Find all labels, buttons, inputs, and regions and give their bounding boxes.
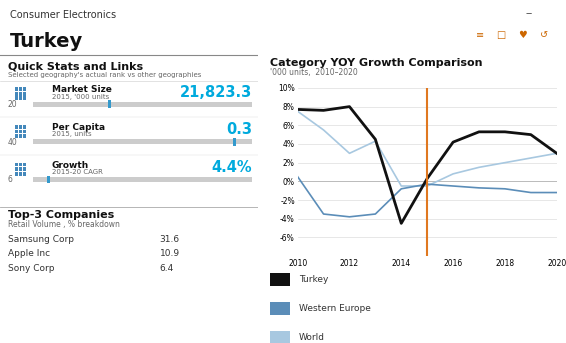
Text: 2015-20 CAGR: 2015-20 CAGR [52, 169, 102, 175]
Text: Samsung Corp: Samsung Corp [8, 235, 74, 244]
Text: Turkey: Turkey [10, 32, 84, 51]
Bar [19, 96, 22, 100]
Bar [23, 96, 27, 100]
Text: 2015, units: 2015, units [52, 131, 91, 137]
Bar [15, 96, 18, 100]
Bar [19, 167, 22, 171]
Bar [33, 102, 252, 107]
Bar [15, 167, 18, 171]
Bar [19, 87, 22, 91]
Text: 4.4%: 4.4% [212, 160, 252, 175]
Bar [33, 177, 252, 182]
Bar [23, 125, 27, 129]
Text: 0.3: 0.3 [226, 122, 252, 138]
Text: Growth: Growth [52, 161, 89, 170]
Text: ♥: ♥ [518, 29, 527, 39]
Bar [108, 100, 112, 108]
Bar [270, 303, 290, 316]
Text: Apple Inc: Apple Inc [8, 249, 50, 258]
Text: ↺: ↺ [541, 29, 548, 39]
Text: Quick Stats and Links: Quick Stats and Links [8, 61, 143, 71]
Bar [23, 172, 27, 176]
Bar [33, 139, 252, 144]
Bar [47, 176, 50, 183]
Text: World: World [299, 333, 325, 342]
Bar [23, 87, 27, 91]
Text: Market Size: Market Size [52, 85, 112, 94]
Text: Turkey: Turkey [299, 275, 328, 284]
Text: 6.4: 6.4 [160, 264, 174, 273]
Text: 40: 40 [8, 138, 18, 147]
Text: '000 units,  2010–2020: '000 units, 2010–2020 [270, 68, 358, 76]
Bar [15, 134, 18, 138]
Text: Western Europe: Western Europe [299, 304, 371, 313]
Bar [23, 167, 27, 171]
Bar [23, 134, 27, 138]
Bar [233, 138, 236, 146]
Text: Consumer Electronics: Consumer Electronics [10, 10, 117, 20]
Bar [19, 134, 22, 138]
Text: Selected geography's actual rank vs other geographies: Selected geography's actual rank vs othe… [8, 72, 201, 78]
Bar [23, 163, 27, 166]
Text: 20: 20 [8, 100, 18, 109]
Text: 31.6: 31.6 [160, 235, 180, 244]
Bar [15, 172, 18, 176]
Text: 6: 6 [8, 175, 12, 184]
Bar [15, 125, 18, 129]
Text: Category YOY Growth Comparison: Category YOY Growth Comparison [270, 58, 482, 68]
Bar [15, 130, 18, 133]
Text: 2015, '000 units: 2015, '000 units [52, 94, 109, 99]
Text: Per Capita: Per Capita [52, 123, 105, 132]
Text: ≡: ≡ [475, 29, 484, 39]
Bar [19, 125, 22, 129]
Bar [15, 87, 18, 91]
Bar [15, 92, 18, 96]
Bar [23, 130, 27, 133]
Bar [23, 92, 27, 96]
Bar [270, 331, 290, 343]
Bar [15, 163, 18, 166]
Text: Retail Volume , % breakdown: Retail Volume , % breakdown [8, 220, 119, 229]
Text: 21,823.3: 21,823.3 [180, 85, 252, 100]
Text: Sony Corp: Sony Corp [8, 264, 54, 273]
Bar [270, 273, 290, 286]
Bar [19, 130, 22, 133]
Bar [19, 163, 22, 166]
Text: ‒: ‒ [526, 8, 532, 18]
Text: Top-3 Companies: Top-3 Companies [8, 211, 114, 221]
Bar [19, 172, 22, 176]
Bar [19, 92, 22, 96]
Text: □: □ [496, 29, 506, 39]
Text: 10.9: 10.9 [160, 249, 180, 258]
